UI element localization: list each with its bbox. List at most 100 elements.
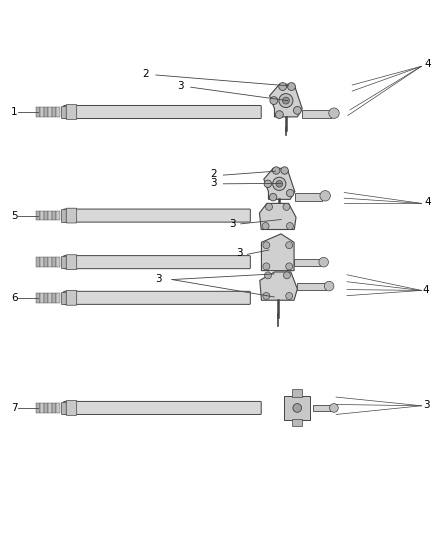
Circle shape — [264, 180, 272, 188]
FancyBboxPatch shape — [66, 255, 77, 270]
Bar — [56, 293, 60, 303]
Text: 3: 3 — [210, 178, 217, 188]
Polygon shape — [264, 168, 295, 199]
Text: 7: 7 — [11, 403, 18, 413]
Circle shape — [269, 193, 277, 201]
Bar — [44, 107, 48, 117]
Text: 6: 6 — [11, 293, 18, 303]
Circle shape — [283, 204, 290, 211]
Circle shape — [286, 241, 293, 249]
Text: 1: 1 — [11, 107, 18, 117]
Text: 2: 2 — [143, 69, 149, 79]
Bar — [44, 293, 48, 303]
Bar — [61, 209, 66, 222]
Circle shape — [265, 272, 272, 279]
FancyBboxPatch shape — [64, 256, 251, 269]
Bar — [61, 402, 66, 414]
Polygon shape — [260, 272, 297, 300]
Circle shape — [286, 293, 293, 300]
Bar — [56, 107, 60, 117]
Text: 2: 2 — [210, 169, 217, 179]
Bar — [40, 211, 44, 220]
Circle shape — [324, 281, 334, 291]
FancyBboxPatch shape — [64, 106, 261, 118]
Circle shape — [262, 223, 269, 230]
Bar — [44, 403, 48, 413]
Text: 3: 3 — [177, 82, 184, 91]
Bar — [292, 418, 302, 426]
Bar — [36, 403, 40, 413]
Circle shape — [283, 97, 290, 104]
Bar — [40, 293, 44, 303]
Text: 3: 3 — [229, 219, 236, 229]
FancyBboxPatch shape — [64, 292, 251, 304]
Circle shape — [279, 83, 286, 91]
Bar — [36, 257, 40, 267]
Bar — [48, 211, 52, 220]
Bar — [61, 106, 66, 118]
Bar — [284, 396, 311, 420]
FancyBboxPatch shape — [66, 290, 77, 305]
Circle shape — [263, 263, 270, 270]
Bar — [48, 107, 52, 117]
Bar — [61, 256, 66, 268]
Bar — [52, 257, 56, 267]
Circle shape — [286, 263, 293, 270]
Bar — [56, 257, 60, 267]
Text: 4: 4 — [423, 285, 429, 295]
Circle shape — [270, 96, 278, 104]
FancyBboxPatch shape — [64, 401, 261, 415]
Text: 3: 3 — [237, 248, 243, 259]
Circle shape — [263, 241, 270, 249]
Polygon shape — [259, 204, 296, 230]
Circle shape — [276, 181, 283, 187]
Circle shape — [329, 403, 338, 413]
FancyBboxPatch shape — [66, 208, 77, 223]
Circle shape — [329, 108, 339, 118]
Bar — [295, 193, 321, 200]
Bar — [40, 257, 44, 267]
Bar — [313, 405, 331, 411]
FancyBboxPatch shape — [64, 209, 251, 222]
Circle shape — [263, 293, 270, 300]
Bar — [44, 211, 48, 220]
Circle shape — [319, 257, 328, 267]
Bar — [52, 211, 56, 220]
Circle shape — [293, 107, 301, 114]
Bar — [44, 257, 48, 267]
Circle shape — [281, 167, 288, 174]
FancyBboxPatch shape — [66, 104, 77, 119]
Bar — [52, 293, 56, 303]
Bar — [52, 107, 56, 117]
Text: 3: 3 — [155, 274, 162, 284]
Bar — [40, 107, 44, 117]
Bar — [292, 390, 302, 397]
Circle shape — [276, 111, 283, 118]
Circle shape — [272, 167, 280, 174]
Circle shape — [320, 191, 330, 201]
Bar — [48, 293, 52, 303]
Bar — [56, 211, 60, 220]
Circle shape — [273, 177, 286, 190]
Bar — [297, 283, 325, 290]
Circle shape — [286, 223, 293, 230]
Bar — [36, 211, 40, 220]
Text: 5: 5 — [11, 211, 18, 221]
Circle shape — [288, 83, 295, 91]
Circle shape — [286, 189, 294, 197]
Circle shape — [293, 403, 302, 413]
Bar — [52, 403, 56, 413]
Bar — [36, 107, 40, 117]
Bar — [48, 403, 52, 413]
Bar — [61, 292, 66, 304]
Bar — [48, 257, 52, 267]
FancyBboxPatch shape — [66, 400, 77, 415]
Bar — [302, 110, 331, 118]
Circle shape — [279, 94, 293, 108]
Bar — [56, 403, 60, 413]
Bar — [294, 259, 320, 266]
Bar — [36, 293, 40, 303]
Polygon shape — [261, 234, 294, 271]
Polygon shape — [270, 84, 302, 117]
Text: 4: 4 — [424, 59, 431, 69]
